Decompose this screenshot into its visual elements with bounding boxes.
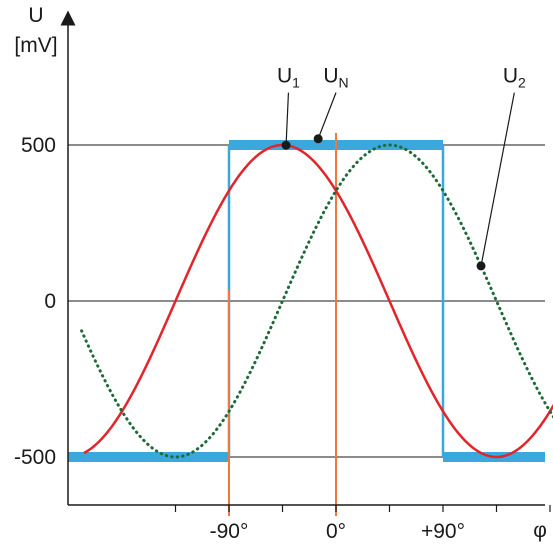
grid-lines: [68, 144, 545, 458]
leader-line-uN: [317, 92, 337, 139]
y-tick-label: 500: [21, 134, 56, 157]
series-line-u2: [80, 143, 553, 459]
marker-dot-uN: [313, 134, 323, 144]
y-tick-label: 0: [44, 290, 56, 313]
series-label-u2: U2: [503, 65, 526, 91]
series-group: [80, 143, 553, 459]
marker-dot-u2: [476, 261, 486, 271]
square-wave-low-left: [68, 452, 229, 462]
y-axis-unit: [mV]: [14, 34, 57, 57]
y-axis-label: U: [28, 4, 43, 27]
phase-marker-group: [228, 133, 337, 516]
x-tick-label: -90°: [210, 520, 249, 543]
series-label-uN: UN: [323, 65, 348, 91]
tick-labels: 500 0 -500 -90° 0° +90°: [14, 134, 465, 543]
x-tick-label: 0°: [326, 520, 346, 543]
x-axis-label: φ: [533, 519, 547, 542]
marker-dot-u1: [281, 140, 291, 150]
y-tick-label: -500: [14, 446, 56, 469]
leader-line-u2: [480, 92, 515, 267]
series-labels: U1 U2 UN: [277, 65, 526, 271]
x-tick-label: +90°: [421, 520, 465, 543]
axes: [60, 10, 551, 512]
series-label-u1: U1: [277, 65, 300, 91]
leader-line-u1: [285, 92, 290, 146]
